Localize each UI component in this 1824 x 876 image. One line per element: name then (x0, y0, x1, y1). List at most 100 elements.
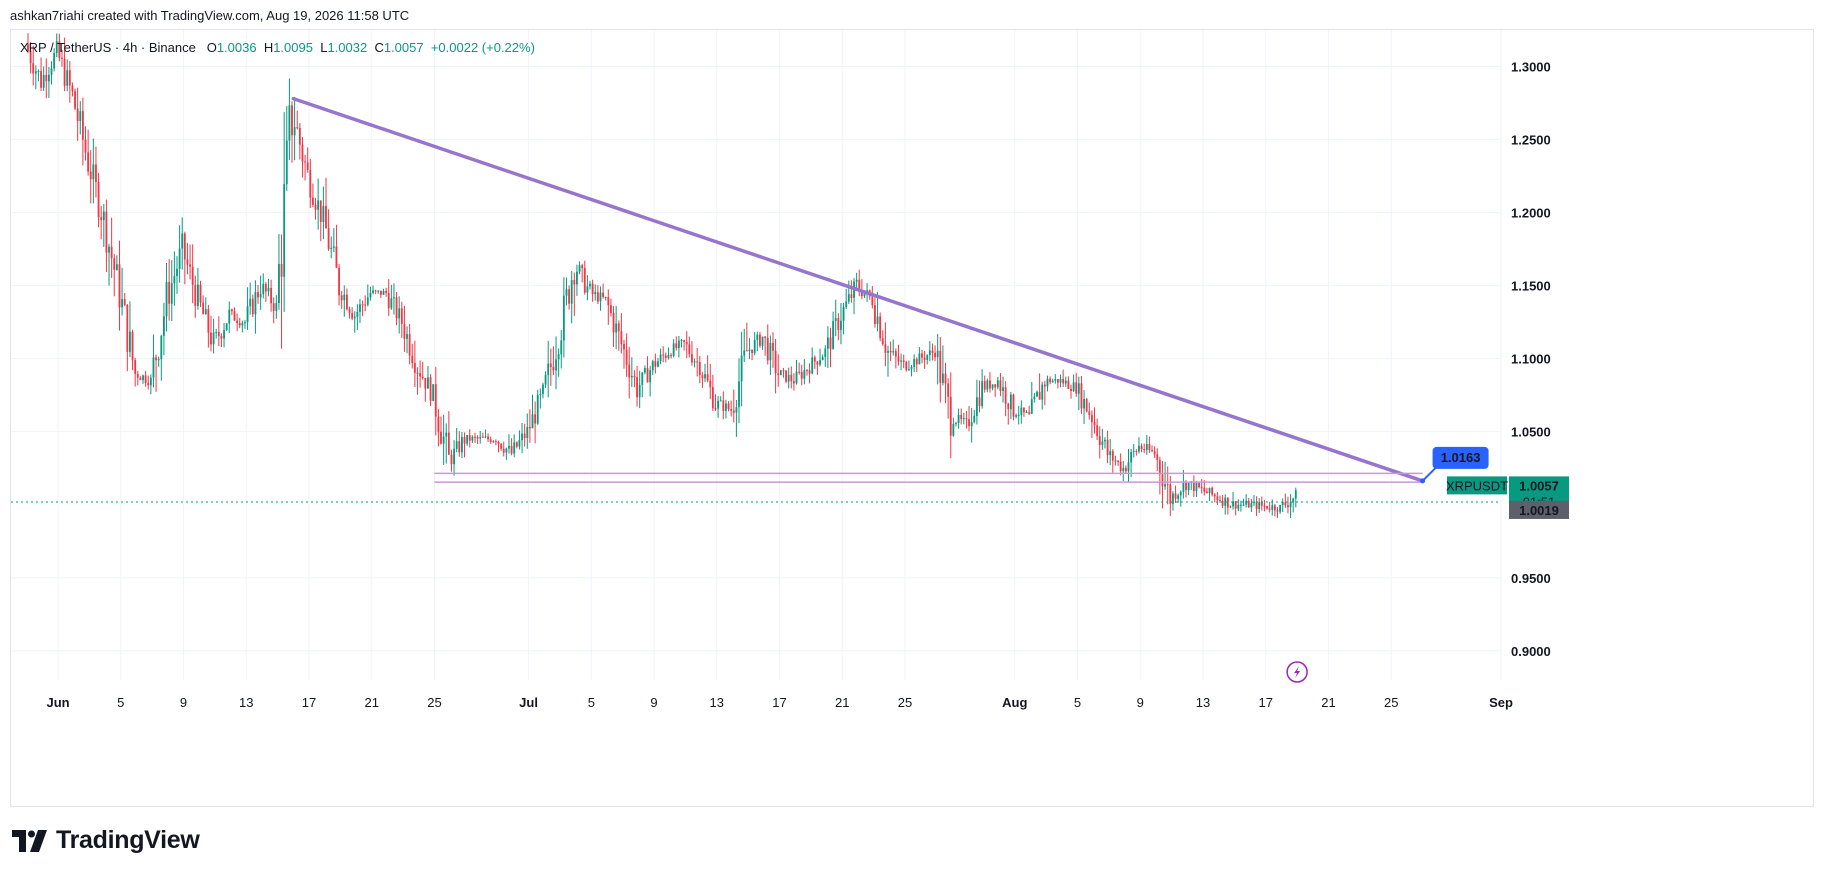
lightning-glyph (1294, 666, 1301, 678)
candle-body (680, 340, 683, 342)
candle-body (129, 331, 131, 352)
candle-body (1247, 500, 1250, 508)
time-tick-label: 13 (1196, 695, 1210, 710)
candle-body (981, 381, 984, 406)
candle-body (61, 57, 63, 59)
callout-pointer (1421, 466, 1438, 482)
candle-body (510, 445, 513, 454)
candle-body (223, 330, 225, 339)
candle-body (259, 294, 262, 298)
candle-body (267, 287, 270, 292)
candle-body (68, 70, 71, 86)
candle-body (1015, 415, 1018, 417)
candle-body (244, 322, 246, 324)
candle-body (327, 228, 330, 250)
candle-body (808, 370, 811, 374)
time-tick-label: 21 (365, 695, 379, 710)
candle-body (202, 302, 205, 315)
candle-body (210, 332, 212, 345)
candle-body (743, 350, 746, 356)
price-chart[interactable]: 1.0163 1.3000 1.2500 1.2000 1.1500 1.1000 1.0… (11, 30, 1815, 808)
candle-body (81, 111, 84, 140)
candle-body (1002, 387, 1004, 391)
candle-body (87, 152, 90, 172)
candle-body (889, 350, 892, 353)
candle-body (936, 350, 939, 358)
candle-body (1064, 380, 1067, 384)
candle-body (40, 71, 42, 88)
candle-body (1281, 502, 1284, 506)
candle-body (701, 375, 704, 379)
candle-body (471, 436, 474, 441)
candle-body (1030, 399, 1033, 414)
candle-body (596, 292, 599, 302)
candle-body (821, 356, 824, 361)
candle-body (991, 384, 994, 389)
candle-body (1088, 411, 1091, 415)
candle-body (819, 360, 821, 365)
candle-body (110, 246, 113, 259)
candle-body (837, 318, 840, 330)
candle-body (453, 448, 455, 465)
candle-body (1085, 399, 1088, 412)
candle-body (581, 265, 584, 268)
candle-body (832, 320, 835, 350)
candle-body (338, 267, 340, 296)
candle-body (53, 53, 56, 69)
candle-body (288, 105, 291, 141)
candle-body (500, 443, 503, 449)
candle-body (549, 363, 552, 367)
candle-body (547, 363, 550, 375)
candle-body (366, 297, 369, 305)
candle-body (761, 336, 764, 346)
price-tick-label: 0.9500 (1511, 571, 1551, 586)
candle-body (842, 307, 845, 321)
time-tick-label: 17 (1259, 695, 1273, 710)
candle-body (1213, 494, 1216, 497)
candle-body (717, 400, 720, 409)
candle-body (251, 298, 254, 315)
candle-body (1049, 378, 1051, 383)
candle-body (225, 323, 228, 331)
candle-body (42, 74, 45, 88)
candle-body (168, 281, 171, 304)
candle-body (393, 297, 395, 299)
symbol-title[interactable]: XRP / TetherUS · 4h · Binance (20, 40, 196, 55)
candle-body (194, 284, 197, 306)
candle-body (641, 372, 644, 385)
candle-body (589, 283, 591, 287)
candle-body (905, 361, 908, 370)
candle-body (1033, 396, 1036, 400)
candle-body (1216, 496, 1219, 501)
candle-body (108, 246, 110, 253)
candle-body (939, 350, 942, 383)
drawing-layer: 1.0163 (11, 96, 1501, 503)
candle-body (1020, 407, 1023, 415)
chart-pane[interactable]: 1.0163 1.3000 1.2500 1.2000 1.1500 1.1000 1.0… (10, 29, 1814, 807)
time-tick-label: Aug (1002, 695, 1027, 710)
candle-body (1253, 501, 1255, 504)
candle-body (651, 361, 654, 371)
candle-body (887, 350, 889, 353)
candle-body (583, 267, 586, 293)
candle-body (732, 410, 735, 413)
candle-body (617, 323, 620, 332)
candle-body (670, 355, 672, 357)
candle-body (63, 58, 66, 86)
candle-body (403, 324, 406, 339)
candle-body (50, 68, 53, 75)
candle-body (160, 335, 163, 360)
candle-body (118, 264, 121, 308)
time-tick-label: 9 (1137, 695, 1144, 710)
candle-body (100, 217, 103, 221)
candle-body (421, 376, 424, 378)
candle-body (955, 422, 957, 424)
candle-body (84, 139, 87, 153)
candle-body (1007, 403, 1010, 410)
candle-body (643, 368, 646, 373)
candle-body (105, 211, 108, 253)
candle-body (1135, 450, 1138, 452)
callout-anchor (1420, 478, 1426, 484)
candle-body (228, 309, 231, 324)
candle-body (1117, 461, 1119, 463)
